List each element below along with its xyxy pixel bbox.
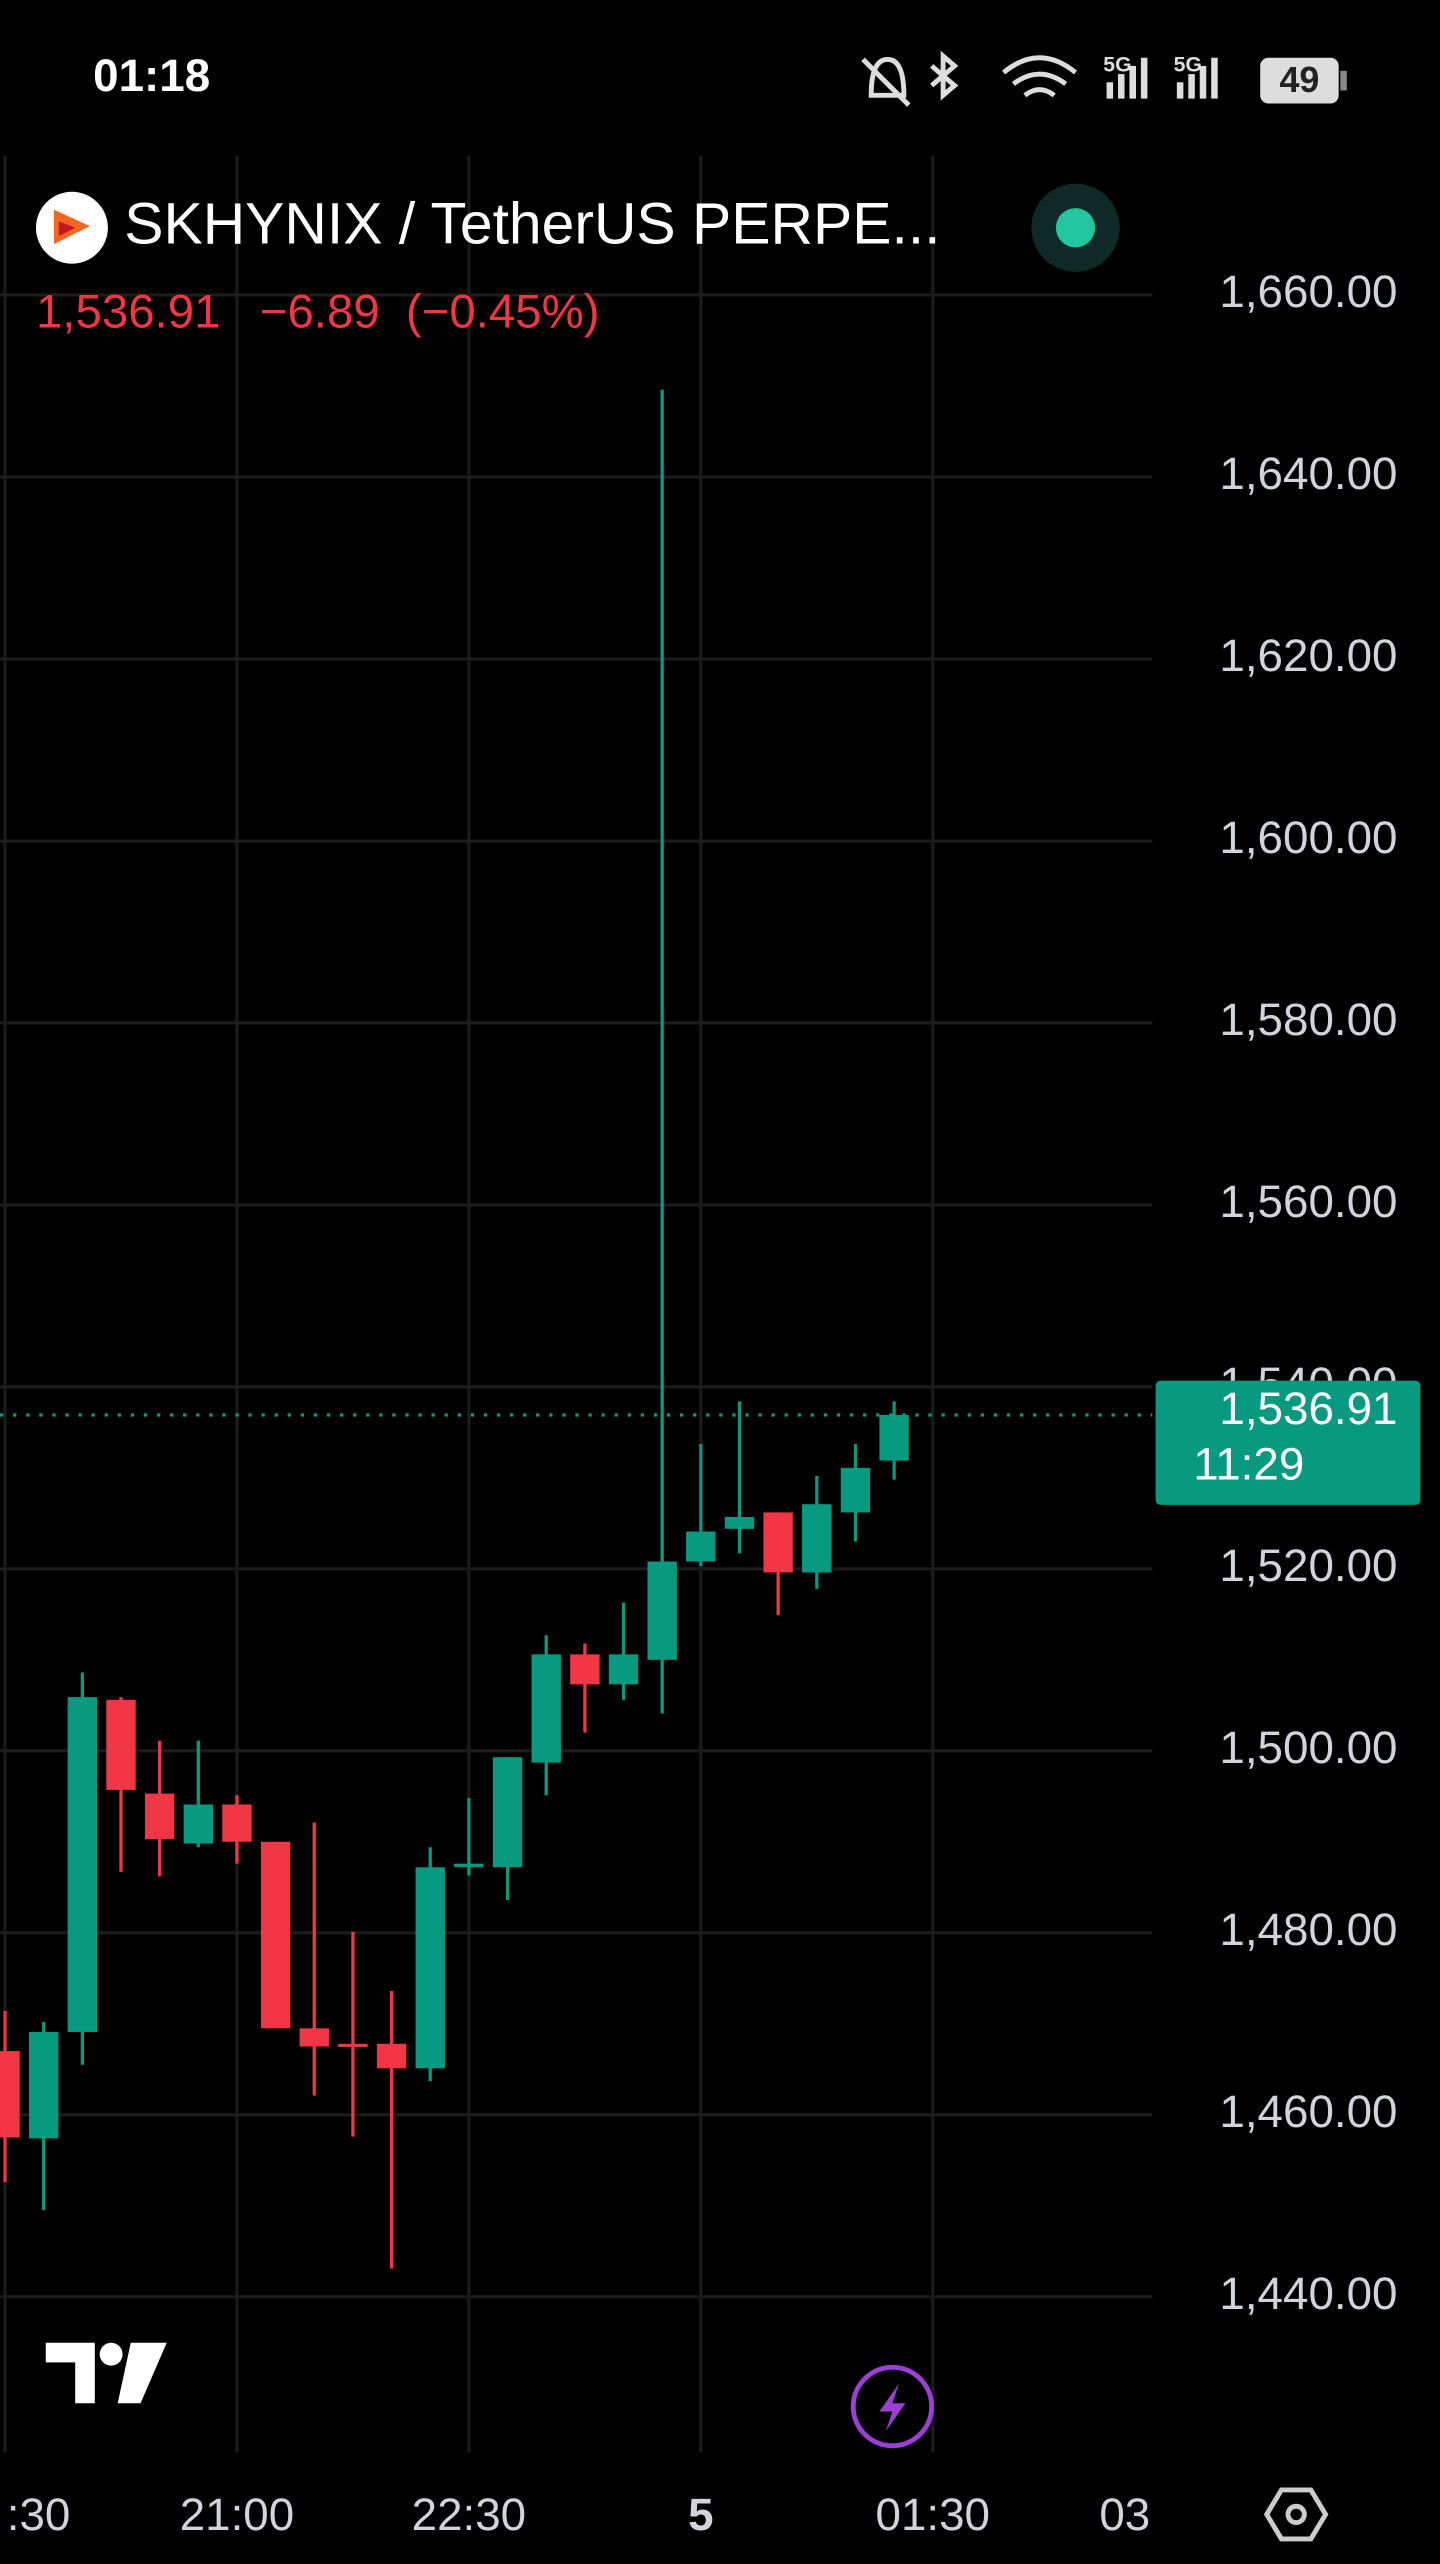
battery-tip: [1340, 70, 1347, 91]
status-dot: [1055, 208, 1096, 248]
y-tick-label: 1,640.00: [1219, 448, 1397, 499]
candle-body: [183, 1804, 213, 1844]
x-tick-label: 03: [1099, 2489, 1150, 2540]
x-tick-label: 21:00: [180, 2489, 295, 2540]
legend-change-pct: (−0.45%): [406, 285, 600, 338]
candle-body: [67, 1697, 98, 2032]
candle-body: [608, 1654, 639, 1685]
candle-body: [106, 1699, 136, 1790]
candle-body: [0, 2051, 20, 2138]
settings-button[interactable]: [1263, 2487, 1329, 2542]
y-tick-label: 1,520.00: [1219, 1540, 1397, 1591]
candle-body: [724, 1516, 755, 1529]
candle-body: [647, 1561, 677, 1660]
symbol-logo-mark: [58, 221, 76, 236]
candle-body: [454, 1863, 484, 1868]
tradingview-logo[interactable]: [45, 2342, 167, 2404]
status-icons: [861, 50, 1078, 107]
legend-change: −6.89: [260, 285, 380, 338]
lightning-icon: [879, 2383, 906, 2432]
network-label: 5G: [1174, 53, 1202, 77]
x-tick-label: 22:30: [412, 2489, 527, 2540]
y-tick-label: 1,560.00: [1219, 1176, 1397, 1227]
candle-body: [879, 1414, 909, 1461]
candle-body: [376, 2043, 407, 2069]
y-tick-label: 1,660.00: [1219, 266, 1397, 317]
candle-body: [222, 1804, 252, 1842]
legend-price: 1,536.91: [36, 285, 220, 338]
last-price-badge: [1155, 1380, 1421, 1505]
y-tick-label: 1,440.00: [1219, 2268, 1397, 2319]
countdown-label: 11:29: [1193, 1438, 1304, 1489]
candle-body: [492, 1757, 523, 1868]
symbol-title[interactable]: SKHYNIX / TetherUS PERPE...: [124, 191, 940, 256]
mute-icon: [861, 56, 911, 107]
y-tick-label: 1,580.00: [1219, 994, 1397, 1045]
status-time: 01:18: [93, 50, 210, 101]
y-axis: 1,440.00 1,460.00 1,480.00 1,500.00 1,520.00…: [1219, 266, 1397, 2319]
candle-body: [763, 1512, 793, 1573]
candle-body: [686, 1531, 716, 1562]
candle-body: [531, 1654, 561, 1763]
settings-icon: [1285, 2503, 1307, 2526]
candle-body: [840, 1467, 871, 1513]
y-tick-label: 1,600.00: [1219, 812, 1397, 863]
candle-body: [28, 2031, 59, 2139]
network-label: 5G: [1103, 53, 1131, 77]
candle-body: [802, 1504, 832, 1573]
candle-body: [144, 1793, 175, 1840]
candle-body: [415, 1867, 445, 2069]
last-price-label: 1,536.91: [1219, 1383, 1397, 1434]
candles: [0, 389, 909, 2269]
y-tick-label: 1,480.00: [1219, 1904, 1397, 1955]
x-tick-label: 5: [688, 2489, 713, 2540]
signal-icons: [1106, 57, 1218, 99]
candle-body: [299, 2028, 329, 2047]
battery-icon: [1260, 57, 1339, 104]
wifi-icon: [1002, 55, 1078, 98]
candle-body: [338, 2043, 368, 2048]
y-tick-label: 1,460.00: [1219, 2086, 1397, 2137]
price-legend: 1,536.91 −6.89 (−0.45%): [36, 285, 600, 338]
battery-level: 49: [1279, 59, 1319, 100]
y-tick-label: 1,620.00: [1219, 630, 1397, 681]
bluetooth-icon: [930, 50, 959, 101]
y-tick-label: 1,500.00: [1219, 1722, 1397, 1773]
x-tick-label: :30: [7, 2489, 71, 2540]
x-tick-label: 01:30: [876, 2489, 991, 2540]
x-axis: :30 21:00 22:30 5 01:30 03: [7, 2489, 1150, 2540]
lightning-button[interactable]: [850, 2364, 935, 2449]
candle-body: [570, 1654, 600, 1685]
candle-body: [260, 1841, 291, 2029]
